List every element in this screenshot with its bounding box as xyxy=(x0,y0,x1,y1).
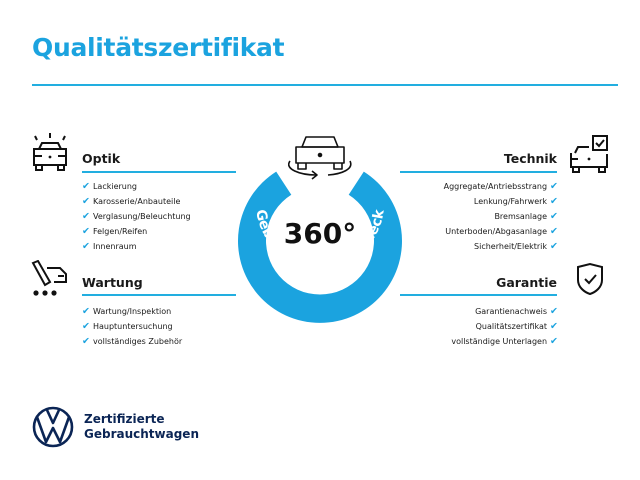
list-item: ✔ Wartung/Inspektion xyxy=(82,306,172,317)
technik-list: Aggregate/Antriebsstrang ✔ Lenkung/Fahrwe… xyxy=(444,179,558,254)
title-divider xyxy=(32,84,618,86)
ring xyxy=(238,171,402,323)
list-item: ✔ vollständiges Zubehör xyxy=(82,336,183,347)
list-item: ✔ Hauptuntersuchung xyxy=(82,321,173,332)
check-360-badge: Gebrauchtwagen-Check 360° xyxy=(238,136,402,323)
car-lights-icon xyxy=(33,133,67,171)
list-item: ✔ Lackierung xyxy=(82,181,138,192)
list-item: Bremsanlage ✔ xyxy=(494,211,558,222)
list-item: ✔ Karosserie/Anbauteile xyxy=(82,196,181,207)
check-icon: ✔ xyxy=(82,196,90,207)
brand-line-2: Gebrauchtwagen xyxy=(84,427,199,441)
shield-check-icon xyxy=(577,262,603,296)
service-tools-car-icon xyxy=(31,260,67,296)
section-divider xyxy=(400,294,557,296)
list-item: Unterboden/Abgasanlage ✔ xyxy=(445,226,558,237)
value-360: 360° xyxy=(284,217,356,250)
list-item: ✔ Innenraum xyxy=(82,241,137,252)
section-divider xyxy=(400,171,557,173)
check-icon: ✔ xyxy=(82,211,90,222)
list-item: Aggregate/Antriebsstrang ✔ xyxy=(443,181,558,192)
check-icon: ✔ xyxy=(82,241,90,252)
section-divider xyxy=(82,171,236,173)
check-icon: ✔ xyxy=(550,306,558,317)
list-item: vollständige Unterlagen ✔ xyxy=(451,336,558,347)
brand-text: Zertifizierte Gebrauchtwagen xyxy=(84,412,199,442)
list-item: ✔ Verglasung/Beleuchtung xyxy=(82,211,191,222)
check-icon: ✔ xyxy=(550,181,558,192)
vw-logo xyxy=(32,406,74,448)
garantie-list: Garantienachweis ✔ Qualitätszertifikat ✔ v… xyxy=(451,304,558,349)
check-icon: ✔ xyxy=(82,181,90,192)
list-item: Garantienachweis ✔ xyxy=(475,306,558,317)
section-title-wartung: Wartung xyxy=(82,275,143,290)
list-item: Qualitätszertifikat ✔ xyxy=(475,321,558,332)
check-icon: ✔ xyxy=(550,321,558,332)
check-icon: ✔ xyxy=(82,321,90,332)
check-icon: ✔ xyxy=(550,226,558,237)
check-icon: ✔ xyxy=(550,241,558,252)
list-item: ✔ Felgen/Reifen xyxy=(82,226,148,237)
section-title-optik: Optik xyxy=(82,151,121,166)
optik-list: ✔ Lackierung ✔ Karosserie/Anbauteile ✔ Verg… xyxy=(82,179,191,254)
wartung-list: ✔ Wartung/Inspektion ✔ Hauptuntersuchung ✔… xyxy=(82,304,182,349)
car-checkbox-icon xyxy=(570,135,608,173)
section-divider xyxy=(82,294,236,296)
check-icon: ✔ xyxy=(82,336,90,347)
list-item: Sicherheit/Elektrik ✔ xyxy=(474,241,558,252)
check-icon: ✔ xyxy=(82,226,90,237)
check-icon: ✔ xyxy=(550,196,558,207)
brand-line-1: Zertifizierte xyxy=(84,412,165,426)
check-icon: ✔ xyxy=(550,211,558,222)
section-title-garantie: Garantie xyxy=(496,275,557,290)
check-icon: ✔ xyxy=(550,336,558,347)
list-item: Lenkung/Fahrwerk ✔ xyxy=(473,196,558,207)
car-360-rotate-icon xyxy=(287,136,352,180)
page-title: Qualitätszertifikat xyxy=(32,33,285,62)
section-title-technik: Technik xyxy=(503,151,557,166)
check-icon: ✔ xyxy=(82,306,90,317)
